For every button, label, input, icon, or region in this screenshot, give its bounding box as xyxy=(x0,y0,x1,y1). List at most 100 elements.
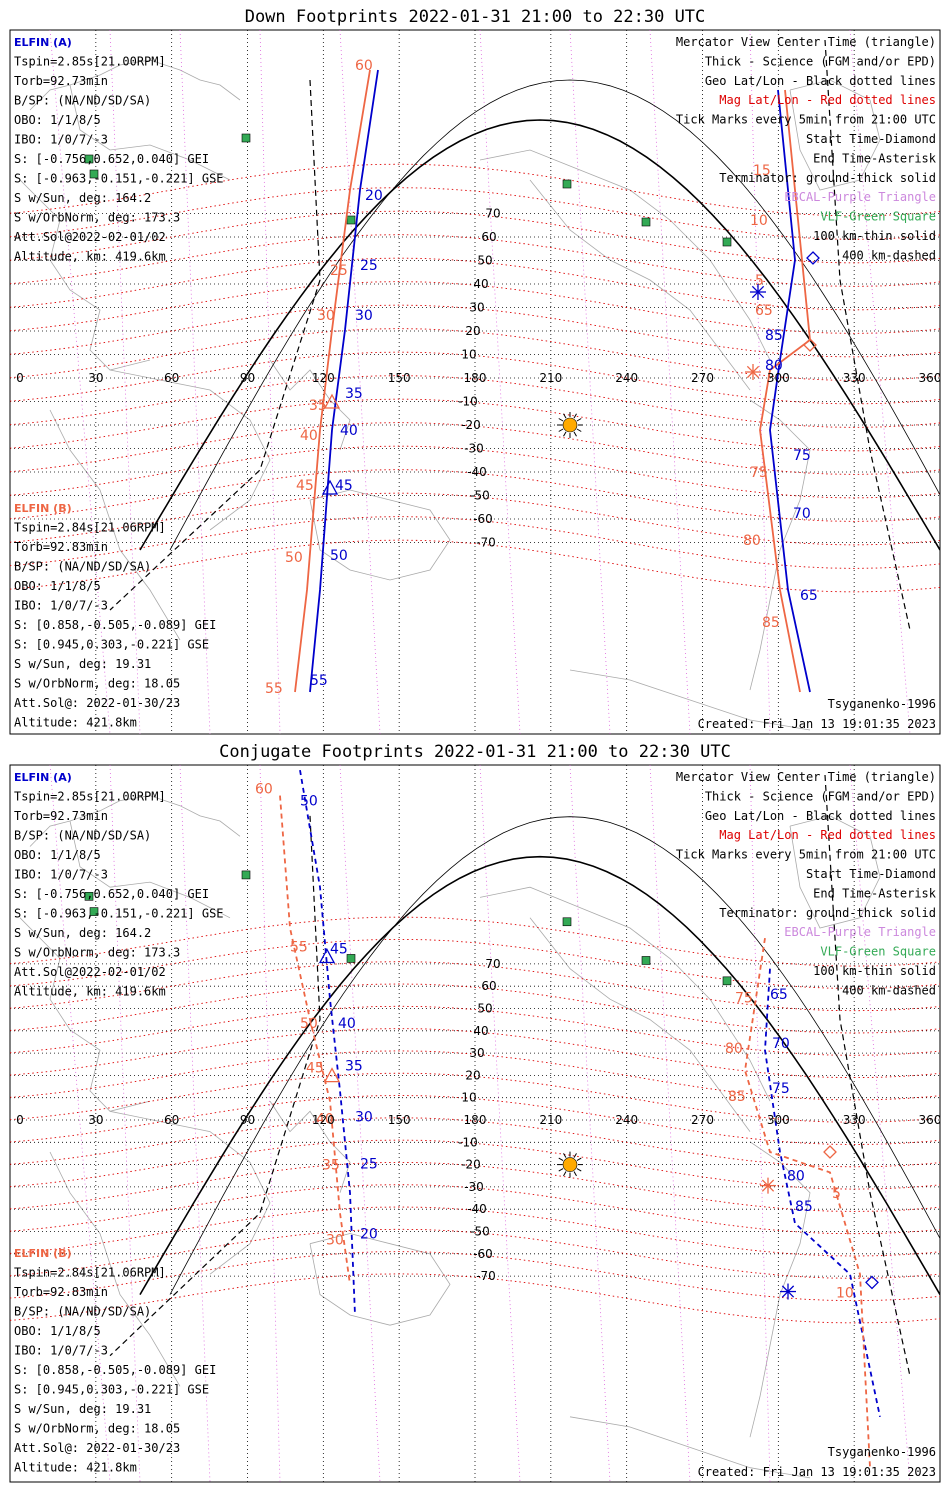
geo-lon-label: 0 xyxy=(16,1113,24,1127)
mag-lon-line xyxy=(749,30,771,734)
terminator-400km xyxy=(109,815,321,1357)
map-frame xyxy=(9,764,941,1483)
mag-lat-line xyxy=(10,234,940,287)
elfin-b-tick-label: 35 xyxy=(322,1157,340,1173)
coastline xyxy=(569,669,811,731)
legend-entry: Mag Lat/Lon - Red dotted lines xyxy=(719,828,936,842)
elfin-b-info-line: IBO: 1/0/7/-3 xyxy=(14,1344,108,1358)
elfin-a-info-line: Torb=92.73min xyxy=(14,74,108,88)
mag-lon-line xyxy=(479,30,521,734)
terminator-ground xyxy=(139,119,940,551)
mag-lat-line xyxy=(10,257,940,311)
mag-lat-line xyxy=(10,961,940,1012)
elfin-b-info-line: Tspin=2.84s[21.06RPM] xyxy=(14,521,166,535)
elfin-b-info-line: IBO: 1/0/7/-3 xyxy=(14,599,108,613)
terminator-400km xyxy=(824,39,911,631)
legend-entry: Tick Marks every 5min from 21:00 UTC xyxy=(676,848,936,862)
geo-lon-label: 270 xyxy=(691,1113,714,1127)
geo-lon-label: 30 xyxy=(88,1113,103,1127)
mag-lat-line xyxy=(10,1251,940,1302)
vlf-station-marker xyxy=(241,133,251,143)
map-content: 2025303540455055657075808525303540455055… xyxy=(10,30,942,734)
elfin-a-end-asterisk xyxy=(751,285,765,299)
sun-ray xyxy=(558,1168,564,1172)
elfin-b-info-line: Torb=92.83min xyxy=(14,540,108,554)
model-name: Tsyganenko-1996 xyxy=(828,1445,936,1459)
elfin-a-tick-label: 50 xyxy=(330,548,348,564)
elfin-b-tick-label: 75 xyxy=(735,990,753,1006)
elfin-b-tick-label: 55 xyxy=(290,939,308,955)
coastline xyxy=(749,1141,811,1438)
mag-lat-line xyxy=(10,328,940,381)
coastline xyxy=(479,886,771,1102)
model-name: Tsyganenko-1996 xyxy=(828,697,936,711)
mag-lon-line xyxy=(179,30,211,734)
legend-entry: Terminator: ground-thick solid xyxy=(719,171,936,185)
geo-lat-label: -30 xyxy=(464,442,484,456)
sun-ray xyxy=(563,431,567,437)
legend-entry: Geo Lat/Lon - Black dotted lines xyxy=(705,809,936,823)
legend-entry: Geo Lat/Lon - Black dotted lines xyxy=(705,74,936,88)
elfin-a-track-west xyxy=(309,69,379,693)
legend-entry: EBCAL-Purple Triangle xyxy=(784,925,936,939)
geo-lon-label: 360 xyxy=(919,1113,942,1127)
geo-lat-label: -30 xyxy=(464,1180,484,1194)
elfin-b-info-line: S w/Sun, deg: 19.31 xyxy=(14,1402,151,1416)
legend-entry: EBCAL-Purple Triangle xyxy=(784,190,936,204)
elfin-b-start-diamond xyxy=(823,1145,837,1159)
geo-lon-label: 90 xyxy=(240,1113,255,1127)
geo-lon-label: 330 xyxy=(843,1113,866,1127)
elfin-b-tick-label: 25 xyxy=(330,263,348,279)
elfin-b-center-triangle xyxy=(323,1067,341,1083)
panel-title: Down Footprints 2022-01-31 21:00 to 22:3… xyxy=(245,7,706,27)
elfin-a-tick-label: 40 xyxy=(340,423,358,439)
elfin-a-info-line: S w/OrbNorm, deg: 173.3 xyxy=(14,211,180,225)
elfin-b-info-line: S w/OrbNorm, deg: 18.05 xyxy=(14,677,180,691)
elfin-a-start-diamond xyxy=(865,1275,879,1290)
elfin-a-info-header: ELFIN (A) xyxy=(14,771,72,784)
legend-entry: Mercator View Center Time (triangle) xyxy=(676,35,936,49)
geo-lat-label: 40 xyxy=(473,1024,488,1038)
elfin-a-info-line: S: [-0.963,-0.151,-0.221] GSE xyxy=(14,907,224,921)
elfin-b-tick-label: 45 xyxy=(306,1061,324,1077)
coastline xyxy=(479,149,771,361)
elfin-a-info-line: Torb=92.73min xyxy=(14,809,108,823)
geo-lat-label: -50 xyxy=(470,1225,490,1239)
geo-lat-label: 30 xyxy=(469,1046,484,1060)
elfin-a-info-line: Att.Sol@2022-02-01/02 xyxy=(14,965,166,979)
elfin-a-info-line: Att.Sol@2022-02-01/02 xyxy=(14,230,166,244)
elfin-b-end-asterisk xyxy=(746,365,760,379)
geo-lon-label: 360 xyxy=(919,371,942,385)
elfin-b-tick-label: 5 xyxy=(755,273,764,289)
elfin-a-track-east xyxy=(769,89,811,693)
elfin-b-tick-label: 75 xyxy=(750,465,768,481)
elfin-b-info-line: S: [0.858,-0.505,-0.089] GEI xyxy=(14,1363,216,1377)
coastline xyxy=(789,815,881,929)
elfin-a-tick-label: 20 xyxy=(360,1227,378,1243)
mag-lat-line xyxy=(10,398,940,452)
geo-lon-label: 180 xyxy=(464,371,487,385)
panel-title: Conjugate Footprints 2022-01-31 21:00 to… xyxy=(219,742,731,762)
sun-ray xyxy=(558,428,564,432)
elfin-b-tick-label: 80 xyxy=(725,1041,743,1057)
mag-lat-line xyxy=(10,1028,940,1079)
geo-lon-label: 330 xyxy=(843,371,866,385)
elfin-a-tick-label: 55 xyxy=(310,673,328,689)
coastline xyxy=(309,489,451,581)
elfin-b-info-line: S: [0.858,-0.505,-0.089] GEI xyxy=(14,618,216,632)
mag-lat-line xyxy=(10,187,940,240)
geo-lat-label: -70 xyxy=(476,536,496,550)
elfin-a-track-east xyxy=(764,968,881,1417)
coastline xyxy=(49,1151,181,1387)
geo-lat-label: 20 xyxy=(465,1068,480,1082)
mag-lat-line xyxy=(10,445,940,499)
geo-lat-label: 10 xyxy=(461,348,476,362)
sun-ray xyxy=(576,1157,582,1162)
geo-lat-label: -40 xyxy=(467,1202,487,1216)
geo-lon-label: 270 xyxy=(691,371,714,385)
geo-lon-label: 150 xyxy=(388,1113,411,1127)
elfin-b-info-line: S: [0.945,0.303,-0.221] GSE xyxy=(14,1383,209,1397)
geo-lon-label: 300 xyxy=(767,1113,790,1127)
mag-lat-line xyxy=(10,1005,940,1056)
elfin-a-tick-label: 30 xyxy=(355,1109,373,1125)
